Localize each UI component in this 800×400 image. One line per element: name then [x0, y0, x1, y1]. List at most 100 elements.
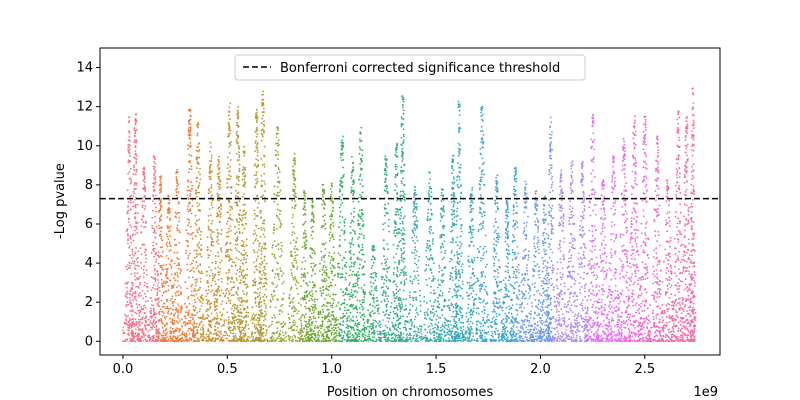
data-point [187, 254, 190, 257]
data-point [239, 323, 242, 325]
data-point [427, 195, 430, 198]
data-point [225, 319, 228, 321]
data-point [231, 305, 234, 307]
data-point [144, 338, 147, 341]
data-point [259, 212, 261, 215]
data-point [216, 315, 219, 317]
data-point [389, 311, 392, 314]
data-point [169, 211, 171, 214]
data-point [233, 261, 236, 264]
data-point [314, 304, 317, 306]
data-point [387, 287, 389, 290]
data-point [245, 238, 248, 241]
data-point [276, 172, 279, 174]
data-point [218, 171, 221, 174]
data-point [228, 277, 231, 279]
data-point [243, 145, 246, 148]
data-point [219, 212, 222, 214]
data-point [399, 315, 402, 318]
data-point [236, 114, 239, 117]
data-point [153, 311, 156, 314]
data-point [271, 320, 274, 323]
data-point [173, 238, 176, 241]
data-point [176, 211, 179, 214]
data-point [399, 217, 401, 220]
data-point [304, 220, 307, 223]
data-point [188, 168, 191, 170]
data-point [135, 128, 138, 131]
data-point [177, 290, 180, 292]
data-point [126, 324, 129, 326]
data-point [293, 183, 295, 185]
data-point [275, 245, 277, 248]
data-point [259, 287, 262, 289]
data-point [363, 336, 366, 339]
data-point [352, 220, 355, 223]
data-point [387, 336, 390, 339]
data-point [195, 256, 198, 258]
data-point [263, 219, 266, 222]
data-point [166, 270, 168, 272]
data-point [415, 227, 418, 230]
data-point [162, 264, 165, 266]
data-point [400, 125, 403, 128]
data-point [386, 317, 389, 319]
data-point [384, 173, 387, 176]
data-point [310, 312, 313, 315]
data-point [210, 184, 213, 186]
data-point [256, 214, 259, 217]
data-point [395, 151, 398, 154]
data-point [363, 299, 365, 301]
data-point [127, 281, 129, 283]
data-point [255, 182, 258, 184]
data-point [188, 131, 191, 134]
data-point [205, 337, 207, 339]
data-point [304, 229, 306, 232]
data-point [130, 168, 132, 170]
data-point [157, 251, 160, 254]
data-point [292, 169, 295, 172]
data-point [365, 328, 368, 330]
data-point [359, 148, 362, 151]
data-point [411, 305, 414, 307]
data-point [164, 290, 167, 292]
data-point [261, 117, 263, 120]
data-point [304, 248, 306, 250]
data-point [273, 314, 276, 317]
data-point [191, 294, 194, 297]
data-point [189, 194, 191, 197]
data-point [263, 229, 266, 232]
data-point [155, 321, 158, 323]
data-point [155, 251, 157, 254]
data-point [332, 315, 335, 318]
data-point [360, 160, 363, 163]
data-point [441, 314, 444, 316]
data-point [198, 156, 201, 159]
data-point [392, 256, 395, 259]
data-point [192, 231, 194, 234]
data-point [242, 184, 245, 187]
data-point [157, 298, 160, 300]
data-point [402, 217, 405, 220]
data-point [384, 203, 386, 206]
data-point [399, 306, 402, 308]
data-point [443, 330, 446, 333]
data-point [232, 294, 235, 296]
data-point [197, 316, 200, 319]
data-point [224, 244, 227, 246]
data-point [170, 321, 172, 323]
data-point [147, 318, 150, 321]
data-point [129, 238, 132, 240]
data-point [303, 294, 306, 297]
data-point [302, 232, 305, 235]
data-point [338, 226, 340, 229]
data-point [165, 264, 168, 266]
data-point [373, 336, 376, 339]
data-point [340, 182, 342, 185]
data-point [389, 329, 391, 332]
data-point [360, 233, 363, 236]
data-point [331, 304, 334, 307]
data-point [263, 125, 266, 127]
data-point [382, 267, 385, 270]
data-point [261, 164, 264, 166]
